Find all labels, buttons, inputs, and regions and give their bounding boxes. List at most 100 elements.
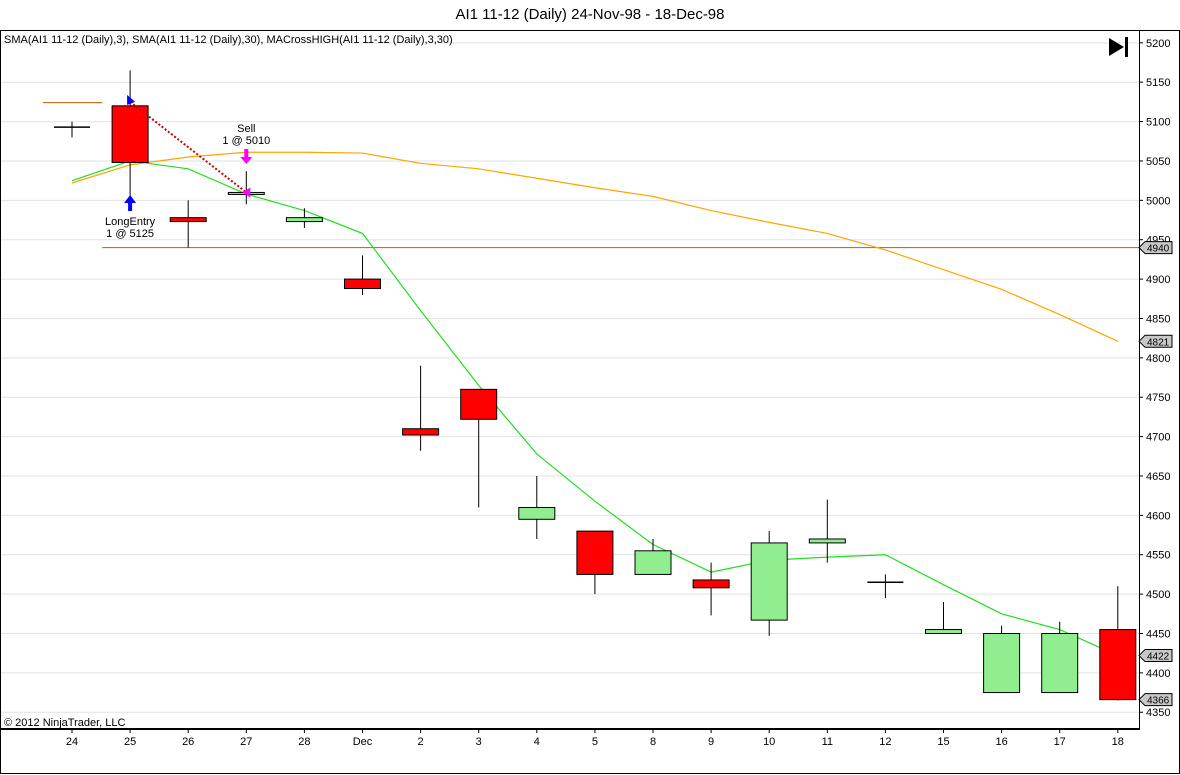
candle — [867, 574, 904, 599]
long-entry-arrow-icon — [124, 195, 137, 211]
y-tick-label: 4400 — [1146, 668, 1170, 680]
y-tick-label: 4850 — [1146, 313, 1170, 325]
price-tag-label: 4366 — [1147, 696, 1170, 707]
horizontal-lines — [42, 102, 1139, 249]
candle — [808, 499, 846, 563]
candle — [576, 530, 614, 595]
x-tick-label: 12 — [879, 736, 891, 748]
candle — [227, 171, 265, 205]
indicator-legend: SMA(AI1 11-12 (Daily),3), SMA(AI1 11-12 … — [4, 34, 453, 46]
y-tick-label: 5050 — [1146, 156, 1170, 168]
y-tick-label: 4750 — [1146, 392, 1170, 404]
y-tick-label: 4900 — [1146, 274, 1170, 286]
sell-arrow-icon — [240, 149, 253, 164]
exit-marker-icon — [242, 187, 251, 198]
candle-body — [460, 388, 498, 420]
candle — [111, 70, 149, 197]
candle-body — [692, 579, 730, 589]
entry-marker-icon — [127, 94, 136, 105]
candle — [54, 121, 90, 138]
x-tick-label: 10 — [763, 736, 775, 748]
y-tick-label: 4650 — [1146, 471, 1170, 483]
price-tag-label: 4422 — [1147, 652, 1170, 663]
candle — [402, 365, 440, 451]
x-tick-label: Dec — [353, 736, 373, 748]
price-tag-box — [1138, 334, 1173, 348]
price-tag: 4940 — [1138, 241, 1173, 255]
candle-body — [576, 530, 614, 575]
candle-body — [750, 542, 788, 621]
price-tag: 4366 — [1138, 693, 1173, 707]
candle — [344, 255, 381, 295]
candle — [692, 562, 730, 616]
candle-body — [518, 506, 556, 520]
candle-body — [983, 632, 1021, 694]
y-tick-label: 5200 — [1146, 38, 1170, 50]
x-tick-label: 28 — [298, 736, 310, 748]
candle-body — [111, 105, 149, 164]
x-tick-label: 11 — [822, 736, 833, 748]
price-tag: 4821 — [1138, 334, 1173, 348]
candle-body — [925, 629, 962, 634]
scroll-end-icon[interactable] — [1109, 37, 1128, 57]
x-tick-label: 5 — [592, 736, 598, 748]
sma-30-line — [71, 151, 1119, 342]
candle-body — [1041, 632, 1079, 694]
candle-body — [1099, 629, 1137, 701]
y-tick-label: 4450 — [1146, 628, 1170, 640]
x-tick-label: 4 — [534, 736, 540, 748]
sell-price: 1 @ 5010 — [222, 135, 270, 147]
y-tick-label: 5100 — [1146, 117, 1170, 129]
y-tick-label: 4350 — [1146, 707, 1170, 719]
y-tick-label: 5150 — [1146, 77, 1170, 89]
sell-label: Sell — [237, 123, 255, 135]
y-tick-label: 4800 — [1146, 353, 1170, 365]
y-tick-label: 5000 — [1146, 195, 1170, 207]
x-tick-label: 3 — [476, 736, 482, 748]
price-tags: 4940 4821 4422 4366 — [1138, 241, 1173, 707]
x-tick-label: 8 — [650, 736, 656, 748]
x-tick-label: 18 — [1112, 736, 1124, 748]
candle-body — [634, 550, 672, 575]
chart-title: AI1 11-12 (Daily) 24-Nov-98 - 18-Dec-98 — [456, 6, 725, 23]
price-tag: 4422 — [1138, 649, 1173, 663]
candle — [518, 475, 556, 539]
x-tick-label: 26 — [182, 736, 194, 748]
price-tag-box — [1138, 693, 1173, 707]
candle-body — [402, 428, 440, 436]
candle — [1099, 586, 1137, 701]
candle-body — [169, 217, 207, 223]
y-tick-label: 4700 — [1146, 432, 1170, 444]
x-tick-label: 16 — [995, 736, 1007, 748]
candle — [285, 208, 323, 228]
date-axis: 24 25 26 27 28 Dec 2 3 4 5 8 9 10 11 12 15 16 17 18 — [66, 728, 1124, 748]
x-tick-label: 17 — [1054, 736, 1066, 748]
trade-connector-line — [129, 101, 247, 194]
candle — [750, 531, 788, 636]
price-tag-box — [1138, 241, 1173, 255]
price-axis: 5200515051005050500049504900485048004750… — [1139, 38, 1170, 719]
candle-body — [808, 538, 846, 544]
x-tick-label: 9 — [708, 736, 714, 748]
candle-body — [344, 278, 381, 290]
long-entry-price: 1 @ 5125 — [106, 228, 154, 240]
y-tick-label: 4500 — [1146, 589, 1170, 601]
price-tag-box — [1138, 649, 1173, 663]
candle — [634, 538, 672, 575]
price-tag-label: 4821 — [1147, 337, 1170, 348]
grid — [1, 42, 1139, 713]
price-tag-label: 4940 — [1147, 244, 1170, 255]
candle-body — [285, 217, 323, 223]
x-tick-label: 25 — [124, 736, 136, 748]
x-tick-label: 24 — [66, 736, 78, 748]
candle — [460, 388, 498, 508]
long-entry-label: LongEntry — [105, 216, 156, 228]
y-tick-label: 4550 — [1146, 550, 1170, 562]
copyright: © 2012 NinjaTrader, LLC — [4, 717, 125, 729]
candle — [1041, 621, 1079, 694]
candle — [169, 200, 207, 248]
candle — [983, 625, 1021, 694]
y-tick-label: 4600 — [1146, 510, 1170, 522]
